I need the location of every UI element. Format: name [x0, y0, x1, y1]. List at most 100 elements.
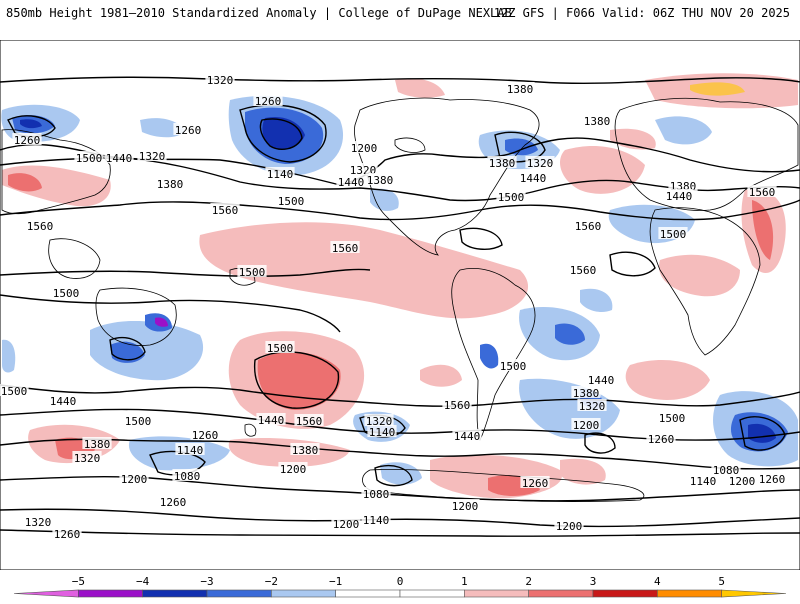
contour-label-bg	[646, 432, 676, 444]
contour-label-bg	[727, 474, 757, 486]
contour-label-bg	[571, 386, 601, 398]
contour-label-bg	[520, 476, 550, 488]
contour-label-bg	[12, 133, 42, 145]
colorbar: −5 −4 −3 −2 −1 0 1 2 3 4 5	[0, 570, 800, 600]
contour-label: 1500	[125, 415, 152, 428]
contour-label-bg	[82, 437, 112, 449]
colorbar-tick-label: 2	[525, 575, 532, 588]
colorbar-tick-label: 1	[461, 575, 468, 588]
contour-label-bg	[582, 114, 612, 126]
contour-label: 1440	[666, 190, 693, 203]
contour-label: 1500	[660, 228, 687, 241]
contour-label-bg	[568, 263, 598, 275]
contour-label: 1260	[255, 95, 282, 108]
contour-label-bg	[172, 469, 202, 481]
contour-label-bg	[190, 428, 220, 440]
contour-label-bg	[155, 177, 185, 189]
contour-label-bg	[294, 414, 324, 426]
contour-label-bg	[237, 265, 267, 277]
contour-label-bg	[348, 163, 378, 175]
contour-label: 1500	[53, 287, 80, 300]
colorbar-tick-labels: −5 −4 −3 −2 −1 0 1 2 3 4 5	[72, 575, 725, 588]
anomaly-map: 1320 1260 1260 1260 1200 1320 1500 1440 1380 1140…	[0, 40, 800, 570]
contour-label-bg	[577, 399, 607, 411]
contour-label: 1200	[280, 463, 307, 476]
contour-label: 1260	[160, 496, 187, 509]
contour-label: 1380	[157, 178, 184, 191]
contour-label-bg	[571, 418, 601, 430]
contour-label: 1500	[278, 195, 305, 208]
contour-label: 1200	[556, 520, 583, 533]
contour-label: 1440	[50, 395, 77, 408]
contour-label: 1500	[500, 360, 527, 373]
contour-label-bg	[0, 384, 29, 396]
contour-label-bg	[256, 413, 286, 425]
contour-label: 1140	[363, 514, 390, 527]
contour-label-bg	[25, 219, 55, 231]
negative-anomaly-shading	[1, 95, 798, 485]
contour-label-bg	[496, 190, 526, 202]
contour-label-bg	[450, 499, 480, 511]
contour-label-bg	[688, 474, 718, 486]
contour-label: 1440	[454, 430, 481, 443]
contour-label-bg	[367, 425, 397, 437]
contour-label: 1260	[648, 433, 675, 446]
contour-label-bg	[747, 185, 777, 197]
colorbar-tick-label: 5	[718, 575, 725, 588]
contour-label-bg	[330, 241, 360, 253]
contour-label-bg	[525, 156, 555, 168]
contour-label-bg	[331, 517, 361, 529]
contour-label: 1260	[192, 429, 219, 442]
colorbar-tick-label: −5	[72, 575, 85, 588]
contour-label-bg	[668, 179, 698, 191]
contour-label-bg	[573, 219, 603, 231]
contour-label-bg	[361, 513, 391, 525]
contour-label: 1320	[527, 157, 554, 170]
contour-label: 1200	[573, 419, 600, 432]
contour-label-bg	[175, 443, 205, 455]
contour-label: 1140	[267, 168, 294, 181]
contour-label-bg	[23, 515, 53, 527]
colorbar-swatch	[78, 589, 143, 598]
contour-label-bg	[265, 341, 295, 353]
colorbar-tick-label: −1	[329, 575, 342, 588]
contour-label: 1140	[369, 426, 396, 439]
contour-label: 1560	[575, 220, 602, 233]
contour-label: 1320	[207, 74, 234, 87]
contour-label: 1380	[573, 387, 600, 400]
contour-label-bg	[278, 462, 308, 474]
contour-label: 1380	[584, 115, 611, 128]
contour-label-bg	[158, 495, 188, 507]
contour-label: 1440	[106, 152, 133, 165]
contour-label-bg	[290, 443, 320, 455]
contour-label: 1260	[522, 477, 549, 490]
contour-label: 1560	[332, 242, 359, 255]
contour-label: 1080	[363, 488, 390, 501]
contour-label: 1200	[351, 142, 378, 155]
contour-label-bg	[336, 175, 366, 187]
contour-label-bg	[104, 151, 134, 163]
contour-label: 1560	[212, 204, 239, 217]
colorbar-swatches	[13, 589, 787, 598]
contour-label: 1320	[139, 150, 166, 163]
contour-label: 1500	[659, 412, 686, 425]
colorbar-swatch	[335, 589, 401, 598]
colorbar-swatch	[592, 589, 658, 598]
contour-label: 1440	[338, 176, 365, 189]
contour-label-bg	[364, 414, 394, 426]
contour-label: 1320	[579, 400, 606, 413]
contour-label: 1560	[444, 399, 471, 412]
colorbar-tick-label: 0	[397, 575, 404, 588]
model-run-info: 12Z GFS | F066 Valid: 06Z THU NOV 20 202…	[493, 6, 790, 20]
contour-label: 1200	[121, 473, 148, 486]
colorbar-swatch	[206, 589, 272, 598]
contour-label-bg	[253, 94, 283, 106]
colorbar-tick-label: 4	[654, 575, 661, 588]
contour-label-bg	[505, 82, 535, 94]
contour-label: 1380	[84, 438, 111, 451]
contour-label: 1440	[258, 414, 285, 427]
contour-label: 1320	[74, 452, 101, 465]
contour-label-bg	[173, 123, 203, 135]
contour-label-bg	[498, 359, 528, 371]
colorbar-swatch	[142, 589, 208, 598]
